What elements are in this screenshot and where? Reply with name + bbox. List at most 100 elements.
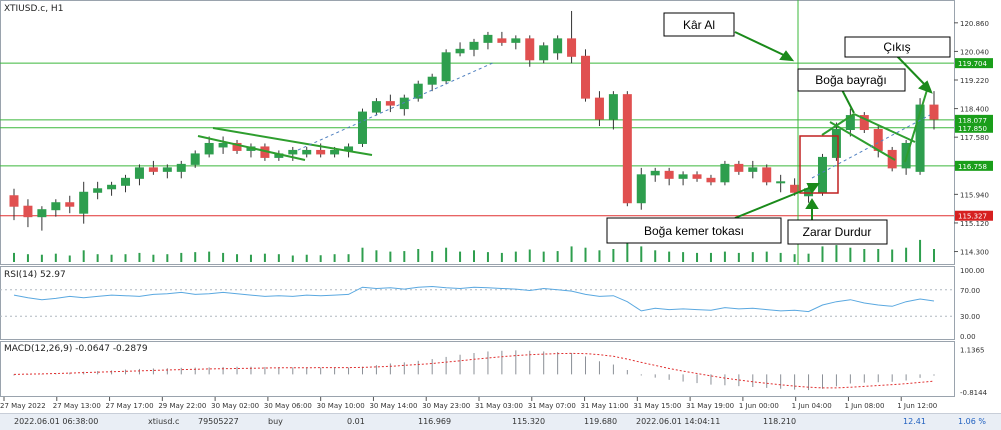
- svg-text:Kâr Al: Kâr Al: [683, 18, 715, 32]
- price-tag-label: 117.850: [958, 125, 987, 133]
- candle-body[interactable]: [678, 174, 688, 179]
- candle-body[interactable]: [539, 45, 549, 61]
- candle-body[interactable]: [162, 167, 172, 172]
- time-tick-label: 31 May 11:00: [581, 402, 629, 410]
- trade-status-bar[interactable]: [0, 413, 1001, 430]
- callout-stop-loss[interactable]: Zarar Durdur: [787, 219, 888, 245]
- candle-body[interactable]: [176, 163, 186, 172]
- candle-body[interactable]: [622, 94, 632, 204]
- tp-arrow: [734, 31, 791, 59]
- candle-body[interactable]: [134, 167, 144, 179]
- price-tick-label: 118.400: [960, 106, 989, 114]
- exit-arrow-line[interactable]: [904, 89, 928, 163]
- candle-body[interactable]: [455, 48, 465, 54]
- callout-exit[interactable]: Çıkış: [844, 36, 951, 58]
- candle-body[interactable]: [581, 55, 591, 99]
- time-tick-label: 29 May 22:00: [158, 402, 206, 410]
- candle-body[interactable]: [817, 156, 827, 193]
- candle-body[interactable]: [790, 184, 800, 193]
- candle-body[interactable]: [399, 97, 409, 110]
- candle-body[interactable]: [608, 94, 618, 120]
- candle-body[interactable]: [37, 209, 47, 218]
- candle-body[interactable]: [93, 188, 103, 193]
- candle-body[interactable]: [79, 191, 89, 214]
- price-tag: [955, 114, 993, 125]
- candle-body[interactable]: [525, 38, 535, 61]
- candle-body[interactable]: [567, 38, 577, 57]
- candle-body[interactable]: [776, 181, 786, 184]
- rsi-tick-label: 30.00: [960, 313, 980, 321]
- candle-body[interactable]: [357, 111, 367, 144]
- svg-text:Boğa bayrağı: Boğa bayrağı: [815, 73, 886, 87]
- flag-bottom-line[interactable]: [197, 135, 306, 161]
- callout-belt-hold[interactable]: Boğa kemer tokası: [606, 217, 782, 244]
- status-pct: 1.06 %: [958, 417, 986, 426]
- price-tag-label: 115.327: [958, 213, 987, 221]
- time-tick-label: 30 May 10:00: [317, 402, 365, 410]
- bull-flag-bottom[interactable]: [829, 121, 896, 161]
- candle-body[interactable]: [483, 34, 493, 43]
- candle-body[interactable]: [594, 97, 604, 120]
- candle-body[interactable]: [873, 129, 883, 151]
- candle-body[interactable]: [915, 104, 925, 172]
- candle-body[interactable]: [650, 170, 660, 176]
- candle-body[interactable]: [121, 177, 131, 186]
- candle-body[interactable]: [65, 202, 75, 207]
- candle-body[interactable]: [288, 149, 298, 155]
- candle-body[interactable]: [831, 129, 841, 158]
- candle-body[interactable]: [553, 38, 563, 54]
- rsi-panel: [0, 266, 955, 340]
- status-ticket: 79505227: [198, 417, 239, 426]
- candle-body[interactable]: [302, 149, 312, 155]
- macd-label: MACD(12,26,9) -0.0647 -0.2879: [4, 344, 148, 354]
- candle-body[interactable]: [469, 41, 479, 50]
- candle-body[interactable]: [734, 163, 744, 172]
- rsi-label: RSI(14) 52.97: [4, 270, 66, 280]
- chart-area[interactable]: 120.860 120.040 119.220 118.400 117.580 116.7…: [0, 0, 1001, 413]
- candle-body[interactable]: [748, 167, 758, 172]
- candle-body[interactable]: [330, 149, 340, 155]
- candle-body[interactable]: [371, 101, 381, 113]
- candle-body[interactable]: [664, 170, 674, 179]
- candle-body[interactable]: [204, 142, 214, 155]
- price-tag-label: 119.704: [958, 60, 987, 68]
- svg-text:Boğa kemer tokası: Boğa kemer tokası: [644, 224, 744, 238]
- callout-take-profit[interactable]: Kâr Al: [663, 12, 735, 37]
- candle-body[interactable]: [148, 167, 158, 172]
- time-tick-label: 30 May 02:00: [211, 402, 259, 410]
- sl-arrowhead: [805, 198, 819, 209]
- candle-body[interactable]: [497, 38, 507, 43]
- candle-body[interactable]: [511, 38, 521, 43]
- candle-body[interactable]: [316, 149, 326, 155]
- candle-body[interactable]: [636, 174, 646, 204]
- candle-body[interactable]: [190, 153, 200, 165]
- price-panel: [0, 0, 955, 265]
- belt-arrowhead: [806, 183, 820, 194]
- candle-body[interactable]: [720, 163, 730, 183]
- candle-body[interactable]: [413, 83, 423, 99]
- bull-flag-top[interactable]: [853, 113, 916, 143]
- svg-text:Zarar Durdur: Zarar Durdur: [803, 225, 872, 239]
- rsi-tick-label: 70.00: [960, 287, 980, 295]
- candle-body[interactable]: [9, 195, 19, 207]
- candle-body[interactable]: [706, 177, 716, 183]
- flag-pole-line[interactable]: [821, 113, 855, 136]
- candle-body[interactable]: [385, 101, 395, 106]
- candle-body[interactable]: [692, 174, 702, 179]
- candle-body[interactable]: [859, 115, 869, 131]
- candle-body[interactable]: [23, 205, 33, 218]
- stop-loss-box[interactable]: [799, 135, 839, 194]
- candle-body[interactable]: [51, 202, 61, 211]
- candle-body[interactable]: [441, 52, 451, 82]
- candle-body[interactable]: [218, 142, 228, 148]
- candle-body[interactable]: [929, 104, 939, 120]
- status-tp: 119.680: [584, 417, 618, 426]
- flag-top-line[interactable]: [212, 127, 373, 156]
- candle-body[interactable]: [427, 76, 437, 85]
- price-tag: [955, 210, 993, 221]
- candle-body[interactable]: [762, 167, 772, 183]
- callout-bull-flag[interactable]: Boğa bayrağı: [797, 68, 906, 92]
- candle-body[interactable]: [107, 184, 117, 190]
- candle-body[interactable]: [232, 142, 242, 151]
- time-tick-label: 27 May 2022: [0, 402, 46, 410]
